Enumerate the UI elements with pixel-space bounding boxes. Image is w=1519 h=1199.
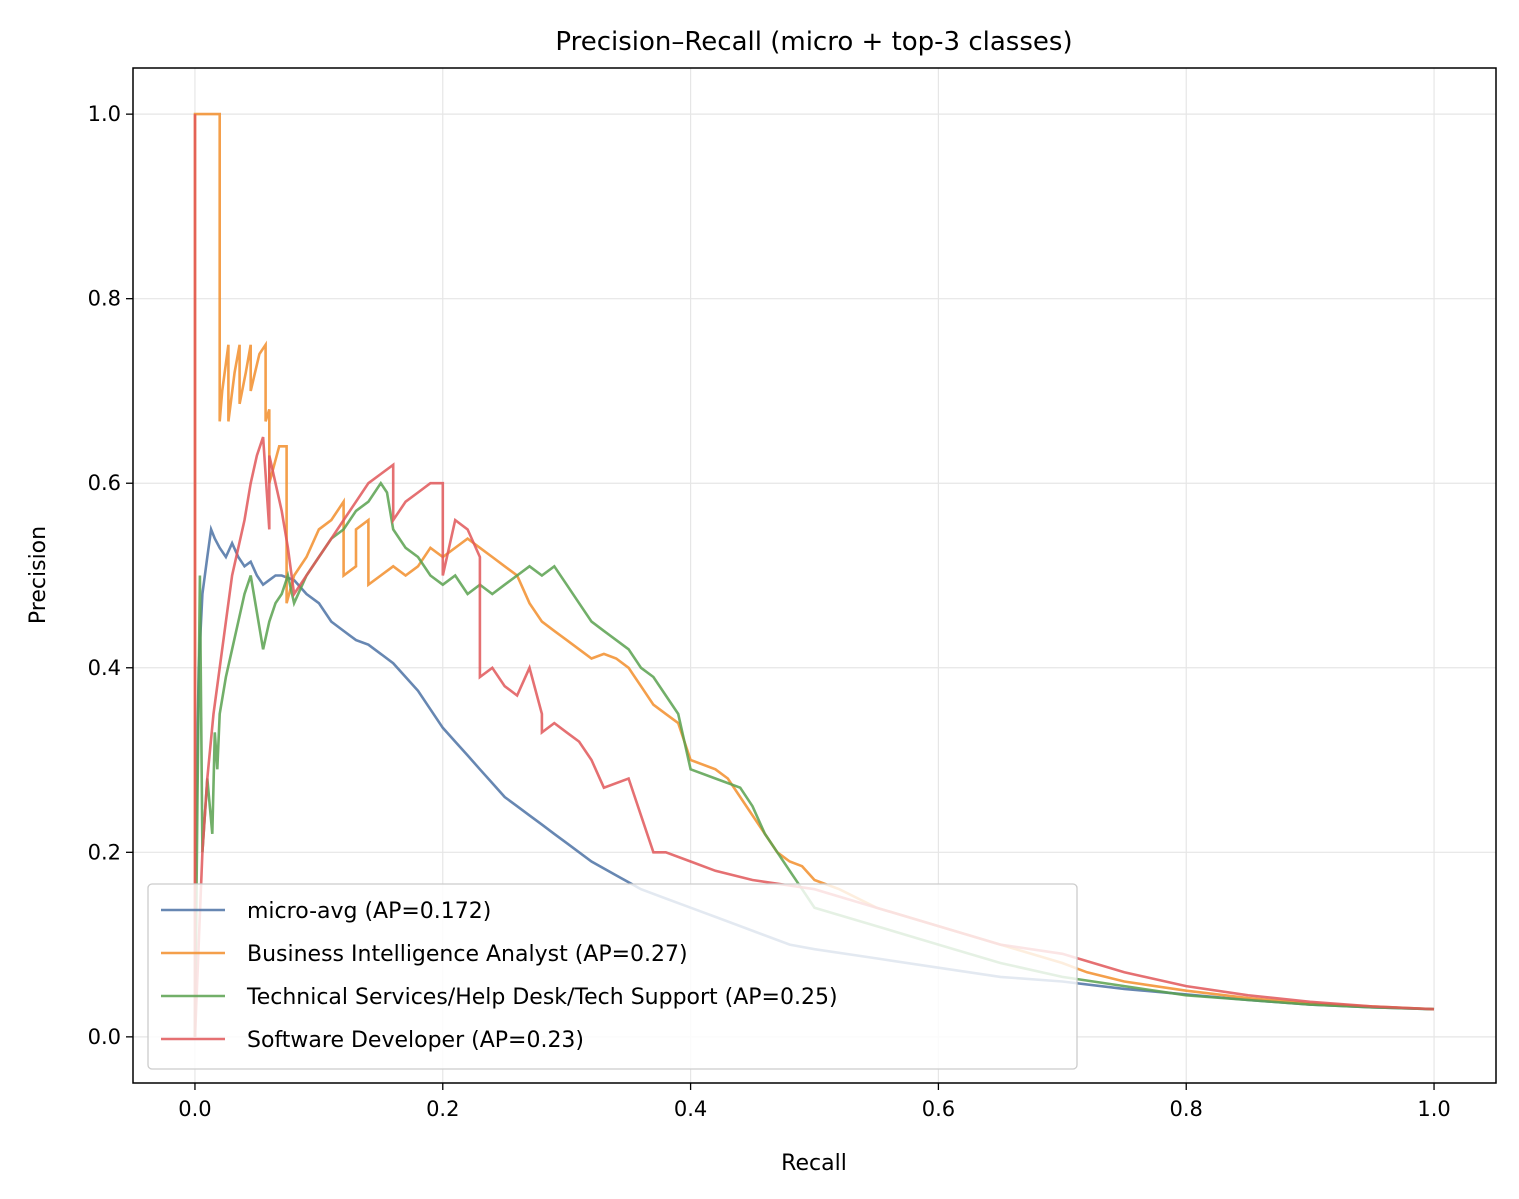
chart-title: Precision–Recall (micro + top-3 classes) bbox=[555, 27, 1072, 57]
x-tick-label: 0.6 bbox=[922, 1097, 955, 1121]
x-axis-label: Recall bbox=[781, 1151, 847, 1176]
y-tick-label: 0.4 bbox=[88, 656, 121, 680]
legend-label-0: micro-avg (AP=0.172) bbox=[247, 899, 491, 924]
y-tick-label: 0.2 bbox=[88, 840, 121, 864]
legend-box bbox=[147, 883, 1078, 1070]
y-tick-label: 0.6 bbox=[88, 471, 121, 495]
legend-label-3: Software Developer (AP=0.23) bbox=[247, 1028, 584, 1053]
legend-label-1: Business Intelligence Analyst (AP=0.27) bbox=[247, 942, 688, 967]
x-tick-label: 0.8 bbox=[1170, 1097, 1203, 1121]
x-tick-label: 0.0 bbox=[178, 1097, 211, 1121]
y-axis-label: Precision bbox=[26, 526, 51, 624]
y-ticks: 0.0 0.2 0.4 0.6 0.8 1.0 bbox=[88, 102, 133, 1049]
plot-frame bbox=[132, 67, 1497, 1084]
series-line-1 bbox=[193, 112, 1435, 1037]
series-line-3 bbox=[193, 114, 1435, 1037]
legend: micro-avg (AP=0.172) Business Intelligenc… bbox=[147, 883, 1078, 1070]
y-tick-label: 0.8 bbox=[88, 287, 121, 311]
x-tick-label: 0.2 bbox=[426, 1097, 459, 1121]
y-tick-label: 1.0 bbox=[88, 102, 121, 126]
y-tick-label: 0.0 bbox=[88, 1025, 121, 1049]
legend-label-2: Technical Services/Help Desk/Tech Suppor… bbox=[246, 985, 838, 1010]
series-line-2 bbox=[193, 480, 1435, 1037]
x-tick-label: 0.4 bbox=[674, 1097, 707, 1121]
x-ticks: 0.0 0.2 0.4 0.6 0.8 1.0 bbox=[178, 1083, 1451, 1121]
x-tick-label: 1.0 bbox=[1417, 1097, 1450, 1121]
